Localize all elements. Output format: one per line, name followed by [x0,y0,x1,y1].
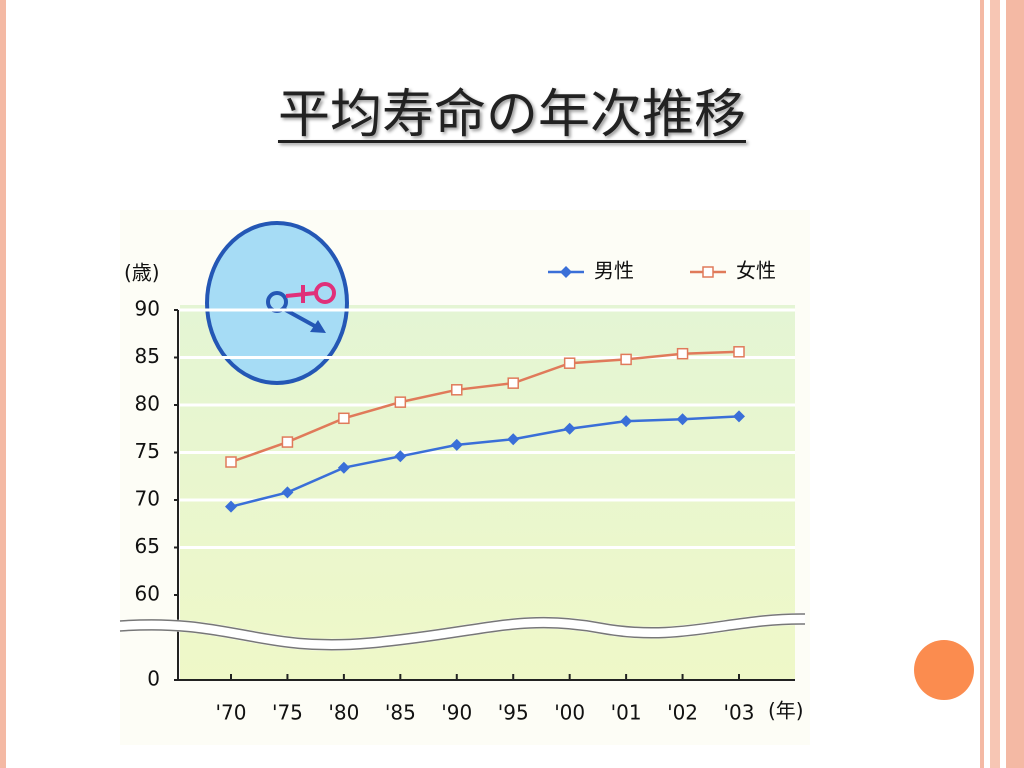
axis-break-line [119,613,806,641]
x-tick-label: '80 [328,701,359,725]
point [733,410,745,423]
point [281,486,294,499]
axis-break-line [119,623,806,651]
slide-title: 平均寿命の年次推移 [277,85,746,145]
legend-label: 女性 [736,259,776,283]
point [676,347,689,360]
point [394,396,407,408]
point [563,422,576,435]
series-line [230,350,740,464]
y-tick-label: 65 [135,534,160,558]
icon [205,221,349,385]
point [507,377,519,389]
point [733,346,745,358]
y-tick-label: 70 [135,487,160,511]
right-stripe [1006,0,1024,768]
y-tick-label: 90 [135,297,160,321]
series-line [230,415,740,508]
point [338,412,350,425]
left-border [0,0,6,768]
right-stripe [980,0,984,768]
point [702,266,714,278]
point [620,353,632,366]
y-tick-label: 80 [135,392,160,416]
decor-circle [914,640,974,700]
y-tick-label: 0 [147,667,160,691]
chart: (歳) (年) 0 60 65 70 75 80 85 90 '70 '75 '80 '85 '90 '9… [119,210,810,745]
point [225,456,237,468]
x-tick-label: '00 [554,701,585,725]
x-tick-label: '90 [441,701,472,725]
x-axis-label: (年) [768,699,804,723]
x-tick-label: '75 [272,701,303,725]
x-tick-label: '95 [498,701,529,725]
axis-break-fill [119,612,806,651]
point [337,461,350,474]
y-axis-label: (歳) [124,261,160,285]
x-tick-label: '70 [216,701,247,725]
y-tick-label: 75 [135,439,160,463]
point [394,450,407,463]
point [450,438,463,451]
point [563,357,576,369]
point [507,433,520,446]
point [620,415,633,428]
point [451,384,463,396]
point [560,266,572,278]
x-tick-label: '03 [724,701,755,725]
point [676,413,689,426]
x-tick-label: '85 [385,701,416,725]
x-tick-label: '02 [667,701,698,725]
legend-label: 男性 [594,259,634,283]
x-tick-label: '01 [611,701,642,725]
point [281,436,294,448]
y-tick-label: 85 [135,344,160,368]
right-stripe [990,0,1000,768]
y-tick-label: 60 [135,582,160,606]
point [225,500,237,513]
